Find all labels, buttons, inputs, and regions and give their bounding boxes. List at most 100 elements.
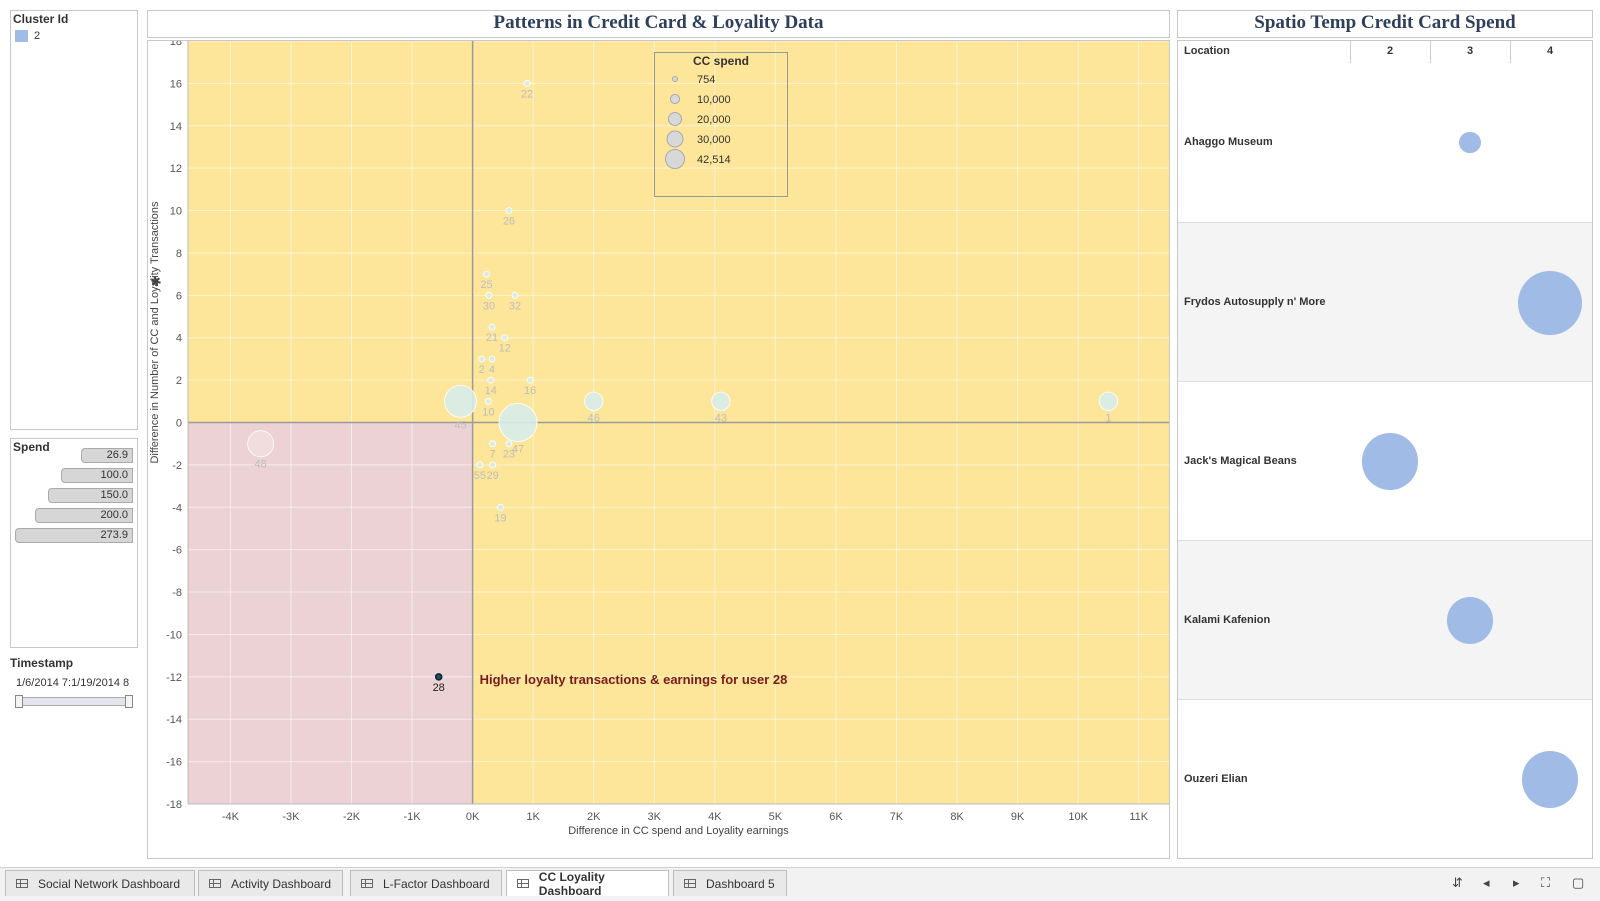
timestamp-title: Timestamp [10,656,74,670]
tab-dashboard-5[interactable]: Dashboard 5 [673,870,787,896]
spend-value: 150.0 [100,489,128,501]
data-point[interactable] [711,391,731,411]
location-label: Kalami Kafenion [1184,613,1271,626]
dashboard-icon [517,879,529,888]
bubble-title: Spatio Temp Credit Card Spend [1254,12,1516,33]
data-point[interactable] [487,376,495,384]
data-point[interactable] [526,376,534,384]
dashboard-icon [209,879,221,888]
data-point[interactable] [483,270,490,278]
data-point-label: 28 [433,682,445,694]
cluster-filter-panel: Cluster Id 2 [10,10,138,430]
legend-size-label: 10,000 [697,94,731,106]
data-point-label: 2 [479,364,485,376]
data-point-label: 10 [482,406,494,418]
data-point[interactable] [488,355,496,363]
next-sheet-icon[interactable]: ▸ [1513,875,1520,890]
data-point[interactable] [484,397,492,405]
data-point-label: 46 [588,413,600,425]
timestamp-slider[interactable] [15,695,133,708]
data-point[interactable] [444,384,477,418]
spend-bubble[interactable] [1446,597,1493,644]
data-point[interactable] [501,334,509,342]
y-tick-label: 0 [176,418,182,430]
spend-filter-row[interactable]: 100.0 [15,468,133,483]
x-tick-label: 3K [648,811,662,823]
x-tick-label: 5K [769,811,783,823]
cluster-swatch [15,30,28,42]
location-row[interactable]: Kalami Kafenion [1178,540,1592,699]
tab-activity-dashboard[interactable]: Activity Dashboard [198,870,343,896]
tab-l-factor-dashboard[interactable]: L-Factor Dashboard [350,870,502,896]
fullscreen-icon[interactable]: ⛶ [1541,875,1551,890]
tab-social-network-dashboard[interactable]: Social Network Dashboard [5,870,195,896]
y-tick-label: 18 [170,41,182,48]
spend-filter-row[interactable]: 26.9 [15,448,133,463]
data-point[interactable] [584,391,604,411]
x-tick-label: -1K [403,811,421,823]
column-header: 4 [1546,45,1554,57]
y-tick-label: -6 [172,545,182,557]
data-point[interactable] [489,440,496,448]
data-point-label: 55 [474,470,486,482]
x-tick-label: 6K [829,811,843,823]
data-point[interactable] [505,440,513,448]
data-point[interactable] [247,430,275,458]
data-point[interactable] [497,503,504,511]
data-point[interactable] [523,79,531,87]
data-point[interactable] [505,207,513,214]
x-tick-label: -4K [222,811,240,823]
y-tick-label: -2 [172,460,182,472]
spend-bubble[interactable] [1521,751,1579,808]
spend-filter-row[interactable]: 273.9 [15,528,133,543]
prev-sheet-icon[interactable]: ◂ [1483,875,1490,890]
data-point[interactable] [489,461,496,469]
scatter-title: Patterns in Credit Card & Loyality Data [493,12,824,33]
cluster-legend-item[interactable]: 2 [15,30,40,42]
location-row[interactable]: Jack's Magical Beans [1178,381,1592,540]
location-label: Ahaggo Museum [1184,135,1273,148]
data-point[interactable] [434,673,443,681]
slider-handle-right[interactable] [125,695,133,708]
data-point[interactable] [511,291,519,299]
spend-bar [80,448,133,463]
location-row[interactable]: Frydos Autosupply n' More [1178,222,1592,381]
dashboard-icon [16,879,28,888]
tab-label: Dashboard 5 [706,876,775,891]
data-point[interactable] [485,291,493,299]
sort-arrows-icon[interactable]: ⇵ [1452,875,1463,890]
legend-sizes: 754 10,000 20,000 30,000 42,514 [665,74,731,169]
dashboard-icon [361,879,373,888]
x-tick-label: 7K [890,811,904,823]
x-tick-label: 4K [708,811,722,823]
location-row[interactable]: Ahaggo Museum [1178,63,1592,222]
spend-bubble[interactable] [1361,433,1419,490]
legend-size-label: 20,000 [697,114,731,126]
x-tick-label: 9K [1011,811,1025,823]
data-point[interactable] [476,461,484,469]
data-point-label: 47 [512,444,524,456]
data-point-label: 1 [1105,413,1111,425]
data-point-label: 23 [503,449,515,461]
data-point[interactable] [488,323,496,331]
location-label: Jack's Magical Beans [1184,454,1297,467]
tab-label: Social Network Dashboard [38,876,181,891]
data-point[interactable] [1098,391,1119,411]
scatter-chart-panel: 18 16 14 12 10 8 6 4 2 0 -2 -4 -6 -8 -10 -12 -14 -16 -18 -4… [147,40,1170,859]
slider-handle-left[interactable] [15,695,23,708]
spend-filter-row[interactable]: 200.0 [15,508,133,523]
location-row[interactable]: Ouzeri Elian [1178,699,1592,858]
presentation-icon[interactable]: ▢ [1572,875,1585,890]
spend-bubble[interactable] [1518,270,1582,335]
y-tick-label: 6 [176,290,182,302]
timestamp-end: 1/19/2014 8 [71,677,130,689]
tab-cc-loyality-dashboard[interactable]: CC Loyality Dashboard [506,870,669,898]
data-point[interactable] [498,403,538,442]
spend-filter-row[interactable]: 150.0 [15,488,133,503]
spend-bubble[interactable] [1459,131,1481,154]
chart-annotation: Higher loyalty transactions & earnings f… [480,672,788,687]
tab-label: Activity Dashboard [231,876,332,891]
bubble-table-header: Location 2 3 4 [1178,41,1592,64]
data-point[interactable] [478,355,486,363]
y-tick-label: 16 [170,78,182,90]
